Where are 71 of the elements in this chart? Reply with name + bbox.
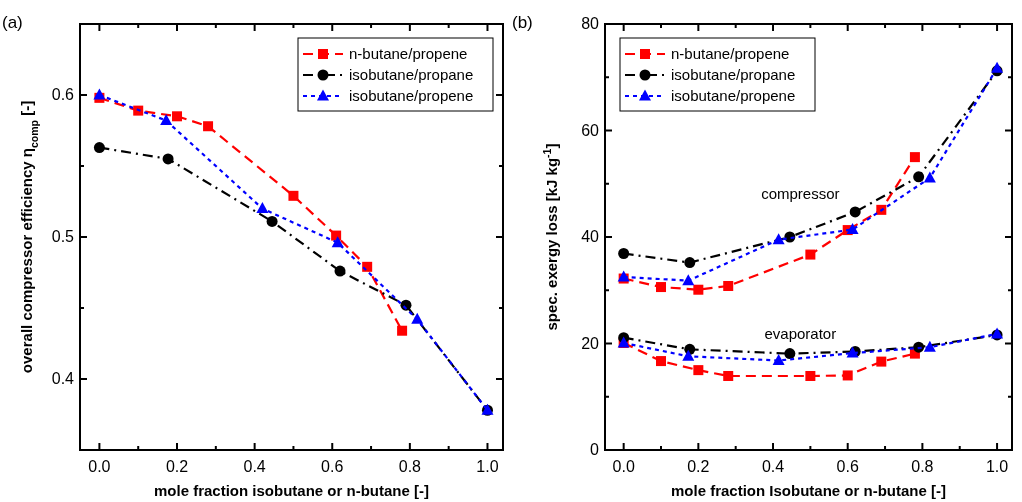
y-tick-label: 0.5 xyxy=(51,228,75,245)
chart-title: (a) xyxy=(2,13,23,32)
y-tick-label: 60 xyxy=(581,121,600,139)
point xyxy=(93,88,106,100)
y-tick-label: 0.6 xyxy=(51,86,75,103)
legend-label: n-butane/propene xyxy=(671,45,790,62)
point xyxy=(172,111,183,122)
point xyxy=(334,265,346,277)
point xyxy=(397,325,408,336)
point xyxy=(266,215,278,227)
point xyxy=(772,354,785,366)
x-tick-label: 0.2 xyxy=(165,458,189,475)
point xyxy=(913,171,925,183)
point xyxy=(923,171,936,183)
point xyxy=(846,223,859,235)
point xyxy=(693,284,704,295)
point xyxy=(411,312,424,324)
x-axis-title: mole fraction Isobutane or n-butane [-] xyxy=(670,482,947,499)
point xyxy=(162,153,174,165)
x-tick-label: 1.0 xyxy=(985,458,1009,475)
point xyxy=(656,356,667,367)
point xyxy=(288,190,299,201)
point xyxy=(656,282,667,293)
x-tick-label: 0.6 xyxy=(321,458,344,475)
legend-label: isobutane/propene xyxy=(671,87,796,104)
point xyxy=(256,202,269,214)
x-tick-label: 0.4 xyxy=(761,458,785,475)
x-tick-label: 0.8 xyxy=(911,458,934,475)
point xyxy=(991,61,1004,73)
point xyxy=(331,236,344,248)
x-tick-label: 0.6 xyxy=(836,458,859,475)
point xyxy=(684,257,696,269)
annotation: compressor xyxy=(761,184,840,202)
point xyxy=(93,142,105,154)
point xyxy=(772,233,785,245)
point xyxy=(805,370,816,381)
point xyxy=(923,340,936,352)
y-tick-label: 0.4 xyxy=(51,370,75,387)
point xyxy=(784,348,796,360)
point xyxy=(618,248,630,260)
point xyxy=(842,370,853,381)
x-tick-label: 0.0 xyxy=(612,458,635,475)
x-axis-title: mole fraction isobutane or n-butane [-] xyxy=(153,482,430,499)
point xyxy=(362,261,373,272)
point xyxy=(203,121,214,132)
x-tick-label: 0.2 xyxy=(687,458,710,475)
chart-title: (b) xyxy=(512,13,533,32)
x-tick-label: 0.0 xyxy=(88,458,111,475)
y-tick-label: 80 xyxy=(581,15,600,32)
point xyxy=(723,280,734,291)
point xyxy=(876,356,887,367)
point xyxy=(160,114,173,126)
x-tick-label: 0.8 xyxy=(398,458,422,475)
point xyxy=(723,370,734,381)
point xyxy=(909,152,920,163)
point xyxy=(849,206,861,218)
annotation: evaporator xyxy=(764,325,837,343)
point xyxy=(693,365,704,376)
x-tick-label: 1.0 xyxy=(476,458,499,475)
point xyxy=(805,249,816,260)
legend-label: isobutane/propane xyxy=(349,66,474,83)
point xyxy=(133,105,144,116)
legend-label: isobutane/propene xyxy=(349,87,474,104)
point xyxy=(682,274,695,286)
y-tick-label: 40 xyxy=(581,228,600,245)
y-tick-label: 20 xyxy=(581,334,600,352)
x-tick-label: 0.4 xyxy=(243,458,266,475)
y-tick-label: 0 xyxy=(590,441,600,458)
legend-label: n-butane/propene xyxy=(349,45,468,62)
legend-label: isobutane/propane xyxy=(671,66,796,83)
point xyxy=(682,349,695,361)
